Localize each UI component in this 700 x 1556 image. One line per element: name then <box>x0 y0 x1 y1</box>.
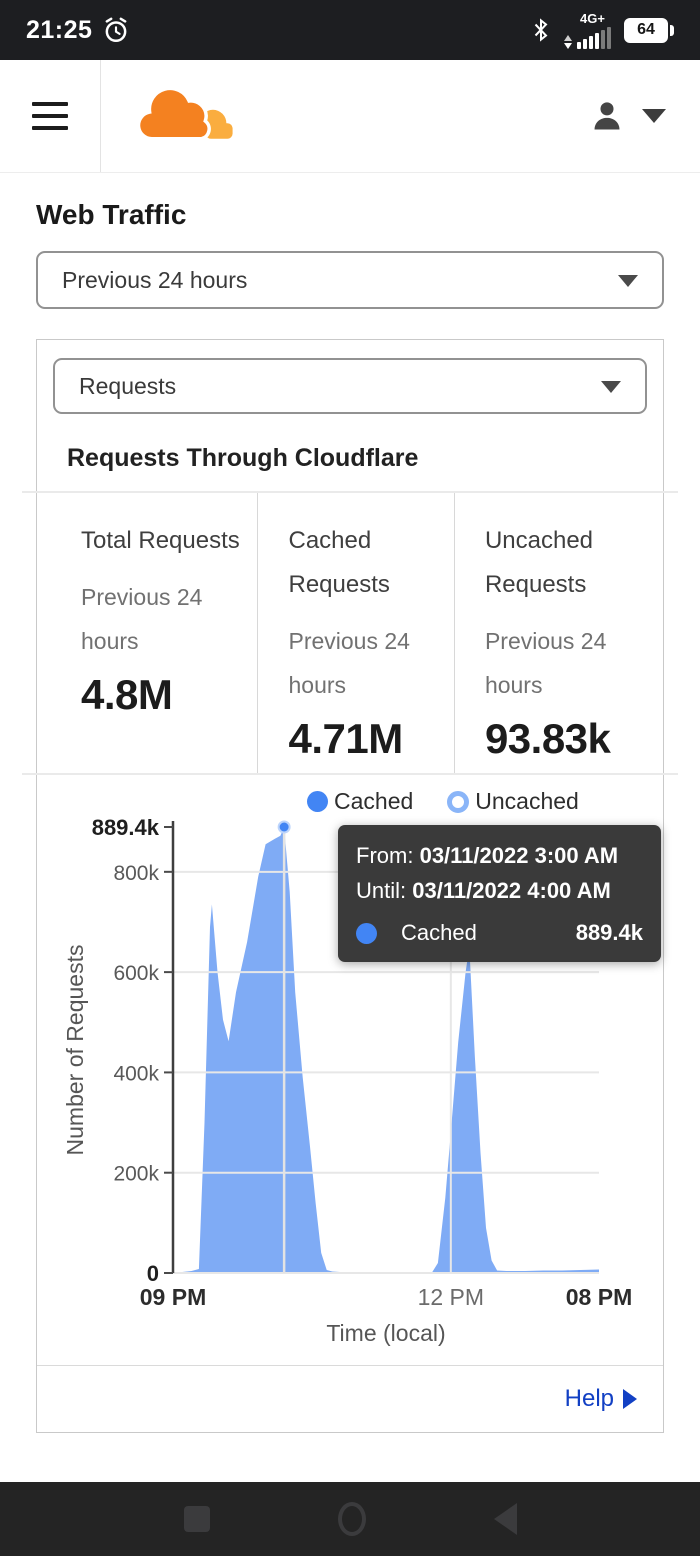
y-axis-title: Number of Requests <box>62 945 88 1156</box>
chevron-down-icon <box>642 109 666 123</box>
page-title: Web Traffic <box>36 199 187 230</box>
tooltip-from-value: 03/11/2022 3:00 AM <box>419 843 619 868</box>
legend-marker-uncached-icon <box>447 790 470 813</box>
user-menu-button[interactable] <box>590 99 666 133</box>
stat-value: 93.83k <box>484 715 611 762</box>
time-range-select[interactable]: Previous 24 hours <box>36 251 664 309</box>
stat-subtitle: Previous 24 hours <box>288 628 410 698</box>
stats-row: Total Requests Previous 24 hours 4.8M Ca… <box>37 493 663 773</box>
bluetooth-icon <box>531 16 551 44</box>
chart-block: Cached Uncached 889.4k 800k 600k 400k 200k 0 0… <box>37 775 663 1355</box>
svg-text:400k: 400k <box>113 1062 159 1085</box>
chart-tooltip: From: 03/11/2022 3:00 AM Until: 03/11/20… <box>338 825 661 962</box>
back-button[interactable] <box>493 1503 517 1535</box>
stat-value: 4.8M <box>81 671 173 718</box>
svg-text:08 PM: 08 PM <box>566 1284 632 1310</box>
chart-crosshair <box>277 820 291 1273</box>
stat-cached-requests: Cached Requests Previous 24 hours 4.71M <box>258 493 455 773</box>
help-link[interactable]: Help <box>565 1385 637 1413</box>
status-right: 4G+ 64 <box>531 12 674 49</box>
legend-label: Cached <box>334 788 414 814</box>
network-type-label: 4G+ <box>580 10 605 26</box>
chevron-down-icon <box>618 275 638 287</box>
stat-title: Uncached Requests <box>484 527 594 598</box>
cloudflare-logo-icon[interactable] <box>131 86 239 146</box>
legend-marker-cached-icon <box>307 791 328 812</box>
tooltip-series-row: Cached 889.4k <box>356 920 643 946</box>
chart-legend: Cached Uncached <box>307 788 579 815</box>
stat-title: Cached Requests <box>288 527 390 598</box>
section-divider <box>22 491 678 493</box>
arrow-right-icon <box>623 1389 637 1409</box>
panel-divider <box>37 1365 663 1366</box>
help-row: Help <box>37 1366 663 1432</box>
tooltip-series-value: 889.4k <box>575 920 643 945</box>
cellular-signal-icon: 4G+ <box>564 12 611 49</box>
alarm-icon <box>102 16 130 44</box>
battery-icon: 64 <box>624 17 674 43</box>
svg-text:09 PM: 09 PM <box>140 1284 206 1310</box>
android-nav-bar <box>0 1482 700 1556</box>
recents-button[interactable] <box>183 1506 210 1532</box>
tooltip-until-line: Until: 03/11/2022 4:00 AM <box>356 878 611 903</box>
chart-area-series <box>173 827 599 1273</box>
home-button[interactable] <box>337 1502 366 1536</box>
stat-title: Total Requests <box>81 527 240 554</box>
traffic-panel: Requests Requests Through Cloudflare Tot… <box>22 339 678 1433</box>
tooltip-series-name: Cached <box>401 920 477 945</box>
metric-select-value: Requests <box>79 372 177 399</box>
tooltip-until-value: 03/11/2022 4:00 AM <box>412 878 611 903</box>
x-axis-title: Time (local) <box>326 1320 445 1346</box>
battery-level: 64 <box>637 21 655 38</box>
stat-subtitle: Previous 24 hours <box>484 628 607 698</box>
svg-text:600k: 600k <box>113 962 159 985</box>
help-label: Help <box>564 1385 614 1412</box>
stat-subtitle: Previous 24 hours <box>81 584 203 654</box>
main-content: Web Traffic Previous 24 hours Requests R… <box>0 173 700 1482</box>
status-bar: 21:25 4G+ <box>0 0 700 60</box>
svg-text:12 PM: 12 PM <box>418 1284 484 1310</box>
app-header <box>0 60 700 173</box>
legend-item-uncached[interactable]: Uncached <box>447 788 579 815</box>
stat-total-requests: Total Requests Previous 24 hours 4.8M <box>37 493 259 773</box>
hamburger-menu-button[interactable] <box>32 102 68 130</box>
svg-text:200k: 200k <box>113 1163 159 1186</box>
svg-text:0: 0 <box>147 1261 159 1286</box>
metric-select[interactable]: Requests <box>53 358 647 414</box>
stat-value: 4.71M <box>288 715 403 762</box>
panel-title: Requests Through Cloudflare <box>67 444 419 472</box>
time-range-select-value: Previous 24 hours <box>62 266 248 293</box>
tooltip-series-marker-icon <box>356 922 377 944</box>
stat-uncached-requests: Uncached Requests Previous 24 hours 93.8… <box>455 493 663 773</box>
tooltip-from-line: From: 03/11/2022 3:00 AM <box>356 843 619 868</box>
legend-label: Uncached <box>475 788 579 814</box>
chevron-down-icon <box>601 381 621 393</box>
svg-text:800k: 800k <box>113 862 159 885</box>
status-left: 21:25 <box>26 16 130 45</box>
chart-axis <box>164 821 175 1274</box>
menu-cell <box>0 60 101 172</box>
chart-tick-labels: 889.4k 800k 600k 400k 200k 009 PM 12 PM 08 PM <box>92 815 633 1310</box>
user-avatar-icon <box>590 99 624 133</box>
svg-text:889.4k: 889.4k <box>92 815 160 840</box>
status-time: 21:25 <box>26 15 93 44</box>
section-divider <box>22 773 678 775</box>
legend-item-cached[interactable]: Cached <box>307 788 413 815</box>
